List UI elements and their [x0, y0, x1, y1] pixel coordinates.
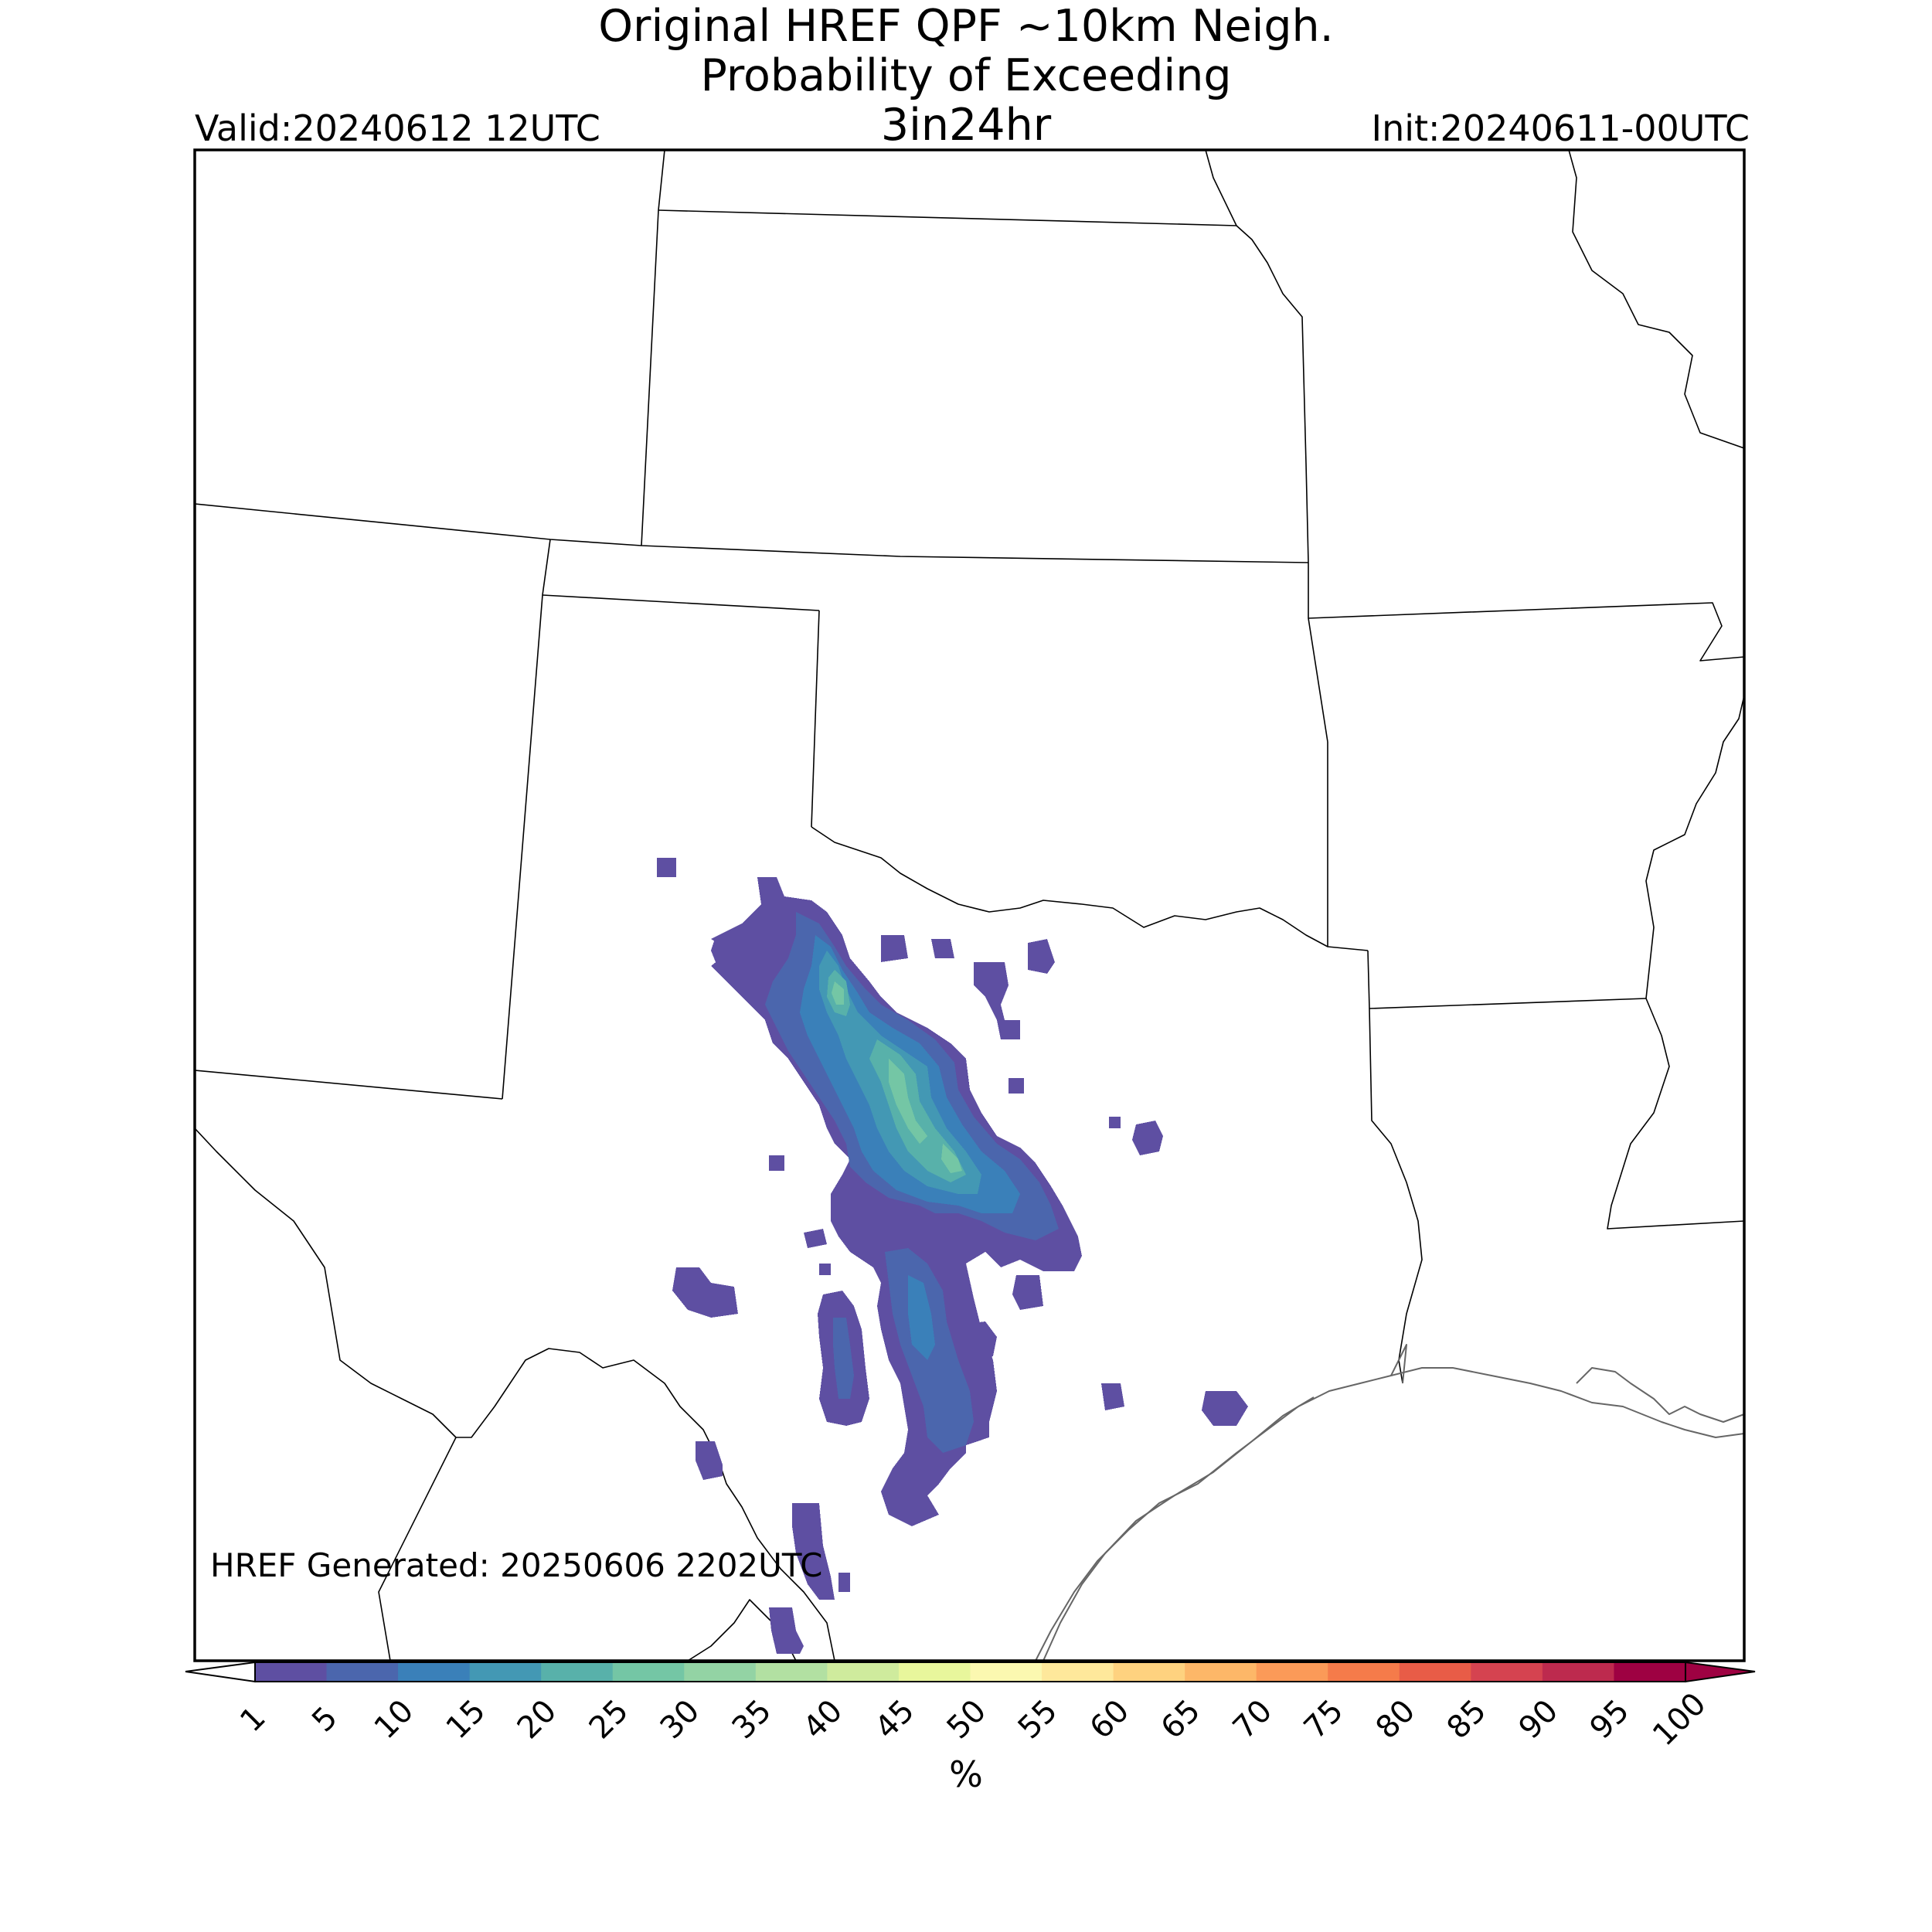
gulf-coastline — [1035, 1344, 1744, 1661]
border-nm-west — [502, 594, 543, 1100]
probability-field — [657, 858, 1248, 1654]
prob-cell-18 — [696, 1441, 723, 1480]
init-time-label: Init:20240611-00UTC — [1371, 107, 1750, 149]
border-tx-panhandle-north — [542, 594, 820, 611]
colorbar-cell — [1471, 1662, 1543, 1682]
border-ar-tx — [1367, 950, 1370, 1009]
colorbar-cell — [1042, 1662, 1114, 1682]
colorbar-under-arrow — [185, 1661, 256, 1683]
colorbar-cell — [1614, 1662, 1686, 1682]
colorbar-cell — [684, 1662, 757, 1682]
border-tx-west-rio — [195, 1128, 835, 1661]
border-la-ar — [1369, 998, 1647, 1009]
border-mississippi-south — [1607, 695, 1744, 1230]
prob-cell-4 — [974, 962, 1020, 1039]
prob-cell-17 — [1202, 1391, 1248, 1426]
prob-cell-6 — [1009, 1078, 1024, 1094]
prob-cell-20 — [838, 1573, 850, 1592]
colorbar-frame — [254, 1662, 1686, 1682]
colorbar-cell — [1113, 1662, 1185, 1682]
prob-cell-9 — [769, 1155, 784, 1171]
prob-cell-19 — [792, 1503, 835, 1600]
prob-area-1pct-west — [711, 935, 773, 989]
colorbar-cell — [1256, 1662, 1328, 1682]
border-tx-panhandle-east — [811, 610, 820, 828]
colorbar-cell — [541, 1662, 614, 1682]
prob-cell-21 — [769, 1607, 804, 1654]
colorbar-cell — [612, 1662, 685, 1682]
prob-area-25pct — [832, 981, 844, 1005]
colorbar-cell — [755, 1662, 828, 1682]
prob-cell-16 — [1101, 1383, 1124, 1410]
colorbar-cell — [827, 1662, 900, 1682]
prob-cell-7 — [1109, 1117, 1121, 1128]
border-ne-ks-north — [658, 209, 1237, 226]
prob-cell-3 — [931, 939, 954, 958]
prob-cell-10 — [804, 1229, 827, 1248]
prob-cell-15 — [954, 1321, 997, 1360]
prob-cell-5 — [1028, 939, 1055, 974]
colorbar-cell — [1542, 1662, 1615, 1682]
border-mississippi — [1568, 150, 1744, 449]
title-line-3: 3in24hr — [880, 100, 1052, 151]
colorbar-cell — [255, 1662, 328, 1682]
prob-cell-13 — [1012, 1275, 1043, 1310]
border-ks-ok — [195, 503, 1309, 563]
border-ks-mo — [1236, 225, 1328, 743]
border-red-river — [811, 826, 1369, 951]
prob-cell-12 — [819, 1264, 831, 1275]
colorbar-cell — [326, 1662, 399, 1682]
prob-area-10pct-south — [908, 1275, 935, 1360]
prob-cell-8 — [1132, 1121, 1163, 1155]
state-borders — [195, 150, 1744, 1661]
title-line-1: Original HREF QPF ~10km Neigh. — [598, 1, 1334, 52]
colorbar-cell — [398, 1662, 471, 1682]
prob-area-25pct-south — [941, 1144, 962, 1173]
border-mo-east — [1205, 150, 1237, 226]
colorbar-cell — [1399, 1662, 1471, 1682]
colorbar-cells — [255, 1662, 1686, 1682]
valid-time-label: Valid:20240612 12UTC — [195, 107, 600, 149]
title-line-2: Probability of Exceeding — [700, 50, 1232, 101]
prob-area-25pct-core — [889, 1059, 927, 1144]
colorbar-cell — [970, 1662, 1043, 1682]
colorbar-cell — [1328, 1662, 1400, 1682]
prob-cell-14-inner — [833, 1318, 854, 1399]
border-mo-ar-north — [1308, 602, 1744, 662]
prob-cell-11 — [672, 1267, 738, 1318]
prob-cell-1 — [657, 858, 676, 877]
border-tx-la — [1369, 1008, 1423, 1384]
colorbar-cell — [898, 1662, 971, 1682]
colorbar-cell — [469, 1662, 542, 1682]
map-frame — [193, 148, 1746, 1662]
colorbar-over-arrow — [1685, 1661, 1756, 1683]
border-nm-south — [195, 1070, 503, 1100]
colorbar-units: % — [949, 1753, 983, 1795]
border-nm-co — [542, 539, 551, 596]
generated-timestamp: HREF Generated: 20250606 2202UTC — [210, 1546, 823, 1584]
prob-cell-2 — [881, 935, 908, 962]
border-chihuahua-coahuila — [378, 1437, 457, 1661]
colorbar-cell — [1185, 1662, 1257, 1682]
